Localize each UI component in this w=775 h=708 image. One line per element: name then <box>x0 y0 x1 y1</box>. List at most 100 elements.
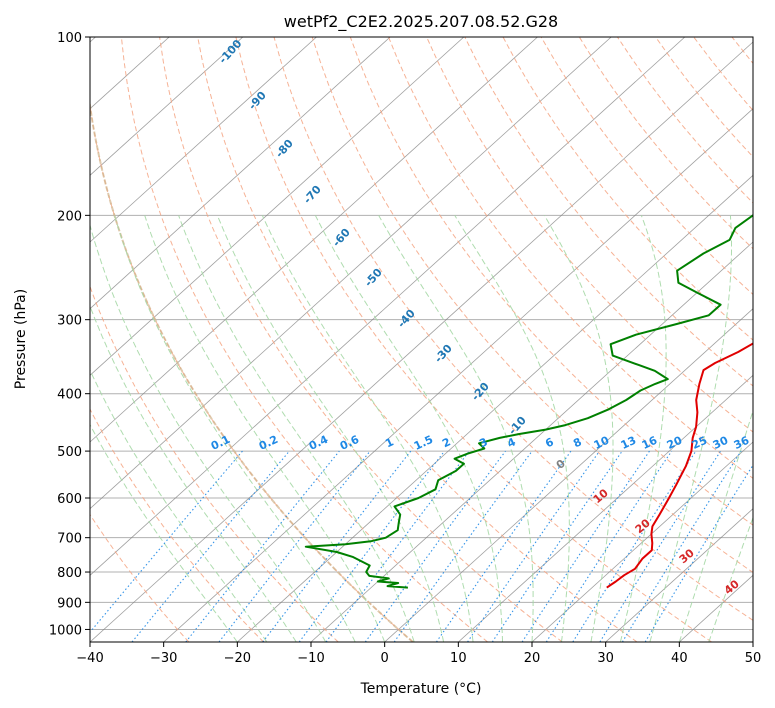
mixing-ratio-label: 20 <box>665 434 685 452</box>
dry-adiabat-line <box>770 37 775 642</box>
mixing-ratio-label: 25 <box>690 434 709 452</box>
x-axis-title: Temperature (°C) <box>360 681 482 697</box>
mixing-ratio-line <box>644 464 753 642</box>
x-tick-label: −20 <box>224 651 251 666</box>
y-tick-label: 500 <box>57 445 82 460</box>
mixing-ratio-line <box>572 450 697 642</box>
dry-adiabats <box>90 37 775 642</box>
dry-adiabat-line <box>426 37 753 433</box>
x-axis-ticks: −40 −30 −20 −10 0 10 20 30 40 50 <box>76 642 761 666</box>
isotherm-line <box>384 308 753 642</box>
mixing-ratio-line <box>621 450 742 642</box>
x-tick-label: 10 <box>450 651 467 666</box>
moist-adiabat-line <box>114 215 356 642</box>
mixing-ratio-line <box>491 450 623 642</box>
moist-adiabat-line <box>178 215 415 642</box>
isotherm-line <box>605 508 753 642</box>
skewed-isotherms <box>90 37 753 642</box>
dry-adiabat-line <box>349 37 753 526</box>
x-tick-label: −10 <box>297 651 324 666</box>
isotherm-line <box>531 441 753 642</box>
mixing-ratio-line <box>131 450 290 642</box>
moist-adiabat-line <box>678 408 753 642</box>
moist-adiabat-line <box>454 215 570 642</box>
moist-adiabat-line <box>619 215 667 642</box>
y-tick-label: 400 <box>57 388 82 403</box>
moist-adiabats <box>90 215 753 642</box>
dewpoint-line <box>304 214 753 589</box>
x-tick-label: 30 <box>597 651 614 666</box>
mixing-ratio-line <box>435 450 572 642</box>
isotherm-line <box>90 37 686 576</box>
isotherm-line <box>90 37 612 510</box>
isotherm-line <box>310 241 753 642</box>
dry-adiabat-line <box>502 37 753 341</box>
mixing-ratio-line <box>467 450 600 642</box>
dry-adiabat-line <box>159 37 563 642</box>
mixing-ratio-lines <box>90 450 753 642</box>
isotherm-line <box>237 174 753 642</box>
moist-adiabat-line <box>708 516 753 642</box>
moist-adiabat-line <box>649 215 732 642</box>
mixing-ratio-label: 16 <box>640 434 660 452</box>
y-tick-label: 800 <box>57 566 82 581</box>
moist-adiabat-line <box>261 215 474 642</box>
mixing-ratio-line <box>521 450 650 642</box>
moist-adiabat-line <box>90 304 297 642</box>
mixing-ratio-line <box>393 450 533 642</box>
y-tick-label: 600 <box>57 492 82 507</box>
moist-adiabat-line <box>90 368 268 642</box>
moist-adiabat-line <box>543 215 614 642</box>
mixing-ratio-line <box>185 450 340 642</box>
mixing-ratio-label: 13 <box>619 434 638 452</box>
isotherm-line <box>90 37 244 176</box>
mixing-ratio-label: 10 <box>592 434 612 452</box>
mixing-ratio-line <box>298 450 445 642</box>
y-tick-label: 900 <box>57 596 82 611</box>
isotherm-line <box>90 37 391 310</box>
y-tick-label: 700 <box>57 532 82 547</box>
isotherm-line <box>752 641 753 642</box>
mixing-ratio-label: 30 <box>711 434 731 452</box>
y-axis-ticks: 1000 900 800 700 600 500 400 300 200 100 <box>49 31 90 638</box>
y-tick-label: 300 <box>57 314 82 329</box>
moist-adiabat-line <box>378 215 534 642</box>
moist-adiabat-line <box>90 423 238 642</box>
dry-adiabat-line <box>90 408 264 642</box>
moist-adiabat-line <box>314 215 503 642</box>
y-tick-label: 200 <box>57 209 82 224</box>
moist-adiabat-line <box>144 215 386 642</box>
dry-adiabat-line <box>120 37 488 642</box>
isotherm-line <box>90 37 317 243</box>
isotherm-line <box>90 37 465 376</box>
plot-frame <box>89 36 754 643</box>
pressure-grid <box>90 37 753 630</box>
x-tick-label: −40 <box>76 651 103 666</box>
mixing-ratio-line <box>545 450 673 642</box>
y-tick-label: 1000 <box>49 623 82 638</box>
isotherm-line <box>458 374 753 642</box>
mixing-ratio-line <box>364 450 506 642</box>
isotherm-line <box>90 37 538 443</box>
mixing-ratio-line <box>325 450 470 642</box>
dry-adiabat-line <box>235 37 712 642</box>
isotherm-line <box>90 41 753 642</box>
isotherm-line <box>163 108 753 642</box>
dry-adiabat-accent-line <box>90 98 414 642</box>
x-tick-label: 50 <box>745 651 762 666</box>
x-tick-label: 20 <box>524 651 541 666</box>
x-tick-label: −30 <box>150 651 177 666</box>
chart-title: wetPf2_C2E2.2025.207.08.52.G28 <box>284 12 558 32</box>
dry-adiabat-line <box>197 37 638 642</box>
y-axis-title: Pressure (hPa) <box>13 289 29 389</box>
temperature-line <box>606 342 753 589</box>
moist-adiabat-line <box>90 223 327 642</box>
mixing-ratio-label: 36 <box>732 434 752 452</box>
x-tick-label: 0 <box>381 651 389 666</box>
mixing-ratio-line <box>90 450 243 633</box>
dry-adiabat-line <box>273 37 753 621</box>
x-tick-label: 40 <box>671 651 688 666</box>
profile-series <box>304 214 753 589</box>
moist-adiabat-line <box>216 215 445 642</box>
